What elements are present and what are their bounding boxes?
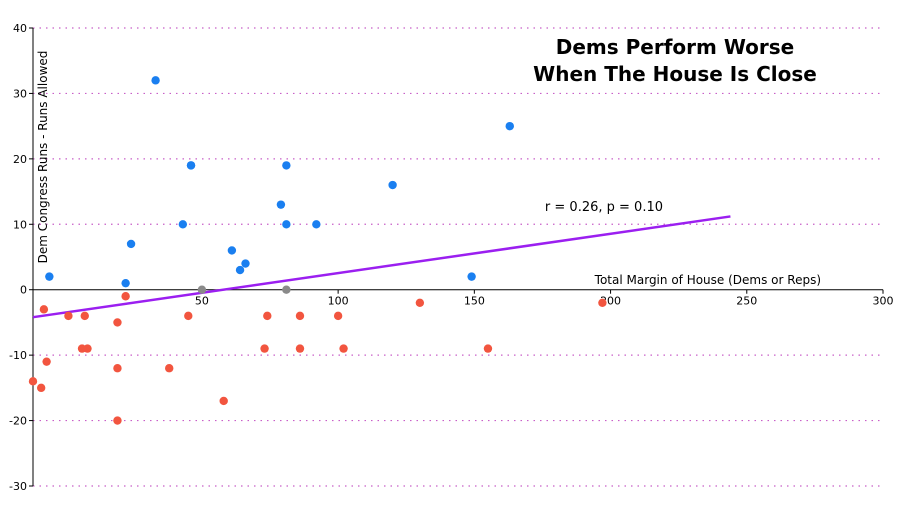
point-win-6 [186,161,196,170]
point-win-13 [312,220,321,229]
y-tick-label--10: -10 [9,349,27,362]
point-loss-13 [165,364,174,373]
point-loss-5 [184,311,193,321]
point-loss-19 [295,344,305,353]
point-loss-21 [483,344,493,353]
chart-title-line-2: When The House Is Close [533,62,817,86]
point-win-9 [241,259,250,268]
x-tick-label-50: 50 [195,295,209,308]
point-win-8 [235,265,245,275]
point-loss-17 [77,344,87,353]
trendline-layer [32,215,731,319]
point-win-12 [282,161,291,170]
y-tick-label-10: 10 [13,218,27,231]
point-loss-15 [36,383,46,393]
point-win-4 [178,220,188,229]
point-loss-18 [260,344,269,353]
point-win-2 [121,278,130,288]
y-tick-label-40: 40 [13,22,27,35]
y-tick-label-20: 20 [13,153,27,166]
x-tick-label-250: 250 [736,295,757,308]
point-loss-2 [80,311,89,321]
point-loss-22 [219,396,228,406]
y-tick-label--20: -20 [9,415,27,428]
point-loss-23 [113,416,122,425]
point-win-14 [388,180,397,190]
point-win-15 [467,272,476,281]
point-win-16 [505,121,514,131]
point-loss-10 [598,298,607,307]
axes [29,27,884,487]
point-loss-12 [113,364,122,373]
data-points [28,76,607,425]
y-tick-label-30: 30 [13,87,27,100]
point-loss-14 [28,377,38,386]
point-loss-1 [64,311,73,321]
x-tick-label-300: 300 [873,295,894,308]
point-win-0 [151,76,160,85]
point-loss-20 [339,344,348,353]
point-loss-9 [415,298,425,307]
point-loss-6 [263,311,272,321]
x-tick-label-100: 100 [328,295,349,308]
trendline [32,215,731,319]
point-loss-16 [42,357,51,366]
point-win-3 [126,239,136,249]
point-loss-0 [39,305,49,314]
point-loss-8 [333,311,343,321]
x-axis-label: Total Margin of House (Dems or Reps) [594,273,821,287]
point-tie-1 [282,285,291,294]
point-win-1 [45,272,54,281]
chart-title-line-1: Dems Perform Worse [555,35,795,59]
point-tie-0 [197,285,207,294]
y-axis-label: Dem Congress Runs - Runs Allowed [36,51,50,264]
y-tick-label--30: -30 [9,480,27,493]
chart-title: Dems Perform Worse When The House Is Clo… [520,34,830,88]
point-win-7 [227,246,237,255]
point-loss-4 [113,318,122,327]
point-loss-7 [295,311,305,321]
point-loss-3 [121,292,130,301]
correlation-annotation: r = 0.26, p = 0.10 [545,200,663,215]
point-win-10 [276,200,286,209]
x-tick-label-150: 150 [464,295,485,308]
y-tick-label-0: 0 [20,284,27,297]
point-win-11 [282,220,291,229]
